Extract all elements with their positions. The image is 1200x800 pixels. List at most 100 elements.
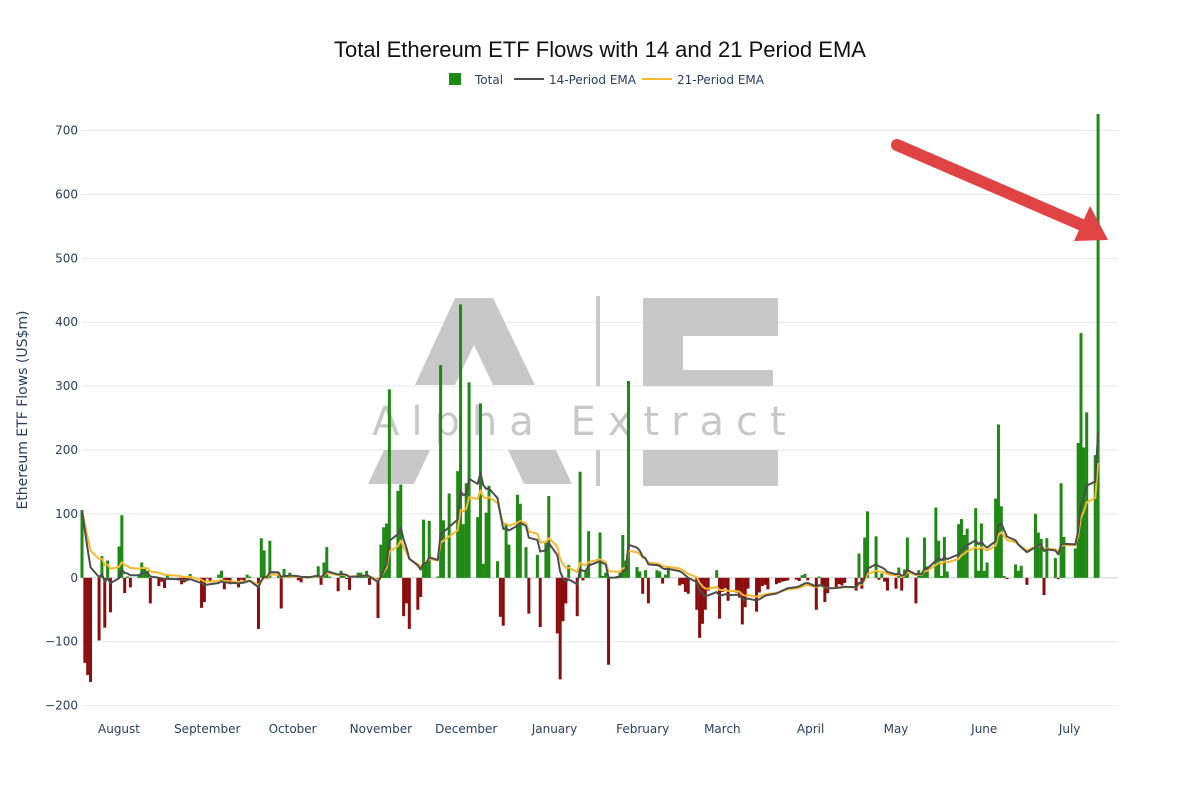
bar-total	[794, 577, 798, 580]
bar-total	[735, 577, 739, 593]
bar-total	[407, 577, 411, 629]
bar-total	[518, 503, 522, 578]
bar-total	[436, 576, 440, 578]
bar-total	[501, 577, 505, 626]
bar-total	[1076, 443, 1080, 578]
bar-total	[1062, 536, 1066, 578]
bar-total	[345, 577, 349, 580]
bar-total	[439, 365, 443, 578]
bar-total	[322, 562, 326, 578]
bar-total	[746, 577, 750, 589]
bar-total	[379, 544, 383, 578]
bar-total	[367, 577, 371, 585]
y-axis-label: Ethereum ETF Flows (US$m)	[15, 310, 31, 509]
bar-total	[720, 577, 724, 592]
bar-total	[282, 568, 286, 578]
bar-total	[535, 554, 539, 578]
bar-total	[555, 577, 559, 634]
bar-total	[700, 577, 704, 624]
y-tick-label: 300	[55, 379, 78, 393]
annotation-arrow-head	[1074, 206, 1108, 241]
bar-total	[894, 577, 898, 589]
bar-total	[826, 577, 830, 594]
bar-total	[464, 483, 468, 578]
bar-total	[1093, 455, 1097, 578]
bar-total	[419, 577, 423, 597]
bar-total	[126, 576, 130, 578]
bar-total	[422, 519, 426, 578]
bar-total	[977, 570, 981, 578]
bar-total	[661, 577, 665, 584]
y-tick-label: −100	[45, 635, 78, 649]
bar-total	[180, 577, 184, 585]
bar-total	[1014, 564, 1018, 578]
x-tick-label: April	[797, 722, 824, 736]
bar-total	[222, 577, 226, 590]
bar-total	[663, 574, 667, 578]
x-tick-label: July	[1058, 722, 1081, 736]
bar-total	[524, 547, 528, 578]
bar-total	[239, 577, 243, 580]
bar-total	[743, 577, 747, 608]
bar-total	[515, 494, 519, 578]
bar-total	[185, 577, 189, 580]
chart-title: Total Ethereum ETF Flows with 14 and 21 …	[334, 37, 866, 62]
bar-total	[621, 535, 625, 578]
bar-total	[957, 524, 961, 578]
bar-total	[120, 515, 124, 578]
bar-total	[843, 577, 847, 583]
watermark-divider	[596, 296, 600, 386]
bar-total	[806, 577, 810, 581]
bar-total	[598, 532, 602, 578]
bar-total	[427, 520, 431, 578]
bar-total	[857, 553, 861, 578]
bar-total	[883, 577, 887, 582]
bar-total	[723, 577, 727, 589]
legend-label-ema14: 14-Period EMA	[549, 73, 637, 87]
bar-total	[507, 544, 511, 578]
bar-total	[202, 577, 206, 603]
bar-total	[646, 577, 650, 604]
bar-total	[914, 577, 918, 604]
bar-total	[877, 577, 881, 580]
bar-total	[737, 577, 741, 598]
bar-total	[601, 575, 605, 578]
bar-total	[698, 577, 702, 638]
bar-total	[760, 577, 764, 587]
x-tick-label: February	[616, 722, 669, 736]
bar-total	[1053, 558, 1057, 578]
bar-total	[498, 577, 502, 617]
bar-total	[823, 577, 827, 603]
bar-total	[1096, 113, 1100, 578]
bar-total	[726, 577, 730, 601]
bar-total	[584, 571, 588, 578]
bar-total	[575, 577, 579, 617]
x-tick-label: November	[350, 722, 412, 736]
bar-total	[1016, 570, 1020, 578]
bar-total	[262, 550, 266, 578]
y-tick-label: 100	[55, 507, 78, 521]
bar-total	[959, 519, 963, 578]
bar-total	[296, 577, 300, 581]
bar-total	[305, 577, 309, 579]
bar-total	[558, 577, 562, 680]
bar-total	[1019, 565, 1023, 578]
bar-total	[783, 577, 787, 582]
bar-total	[996, 424, 1000, 578]
bar-total	[840, 577, 844, 586]
bar-total	[1036, 532, 1040, 578]
y-tick-label: −200	[45, 699, 78, 713]
bar-total	[97, 577, 101, 641]
bar-total	[402, 577, 406, 617]
bar-total	[718, 577, 722, 619]
bar-total	[259, 538, 263, 578]
bar-total	[564, 577, 568, 604]
bar-total	[683, 577, 687, 592]
x-tick-label: August	[98, 722, 140, 736]
bar-total	[1085, 412, 1089, 578]
bar-total	[940, 575, 944, 578]
bar-total	[348, 577, 352, 590]
bar-total	[1073, 548, 1077, 578]
bar-total	[160, 577, 164, 582]
